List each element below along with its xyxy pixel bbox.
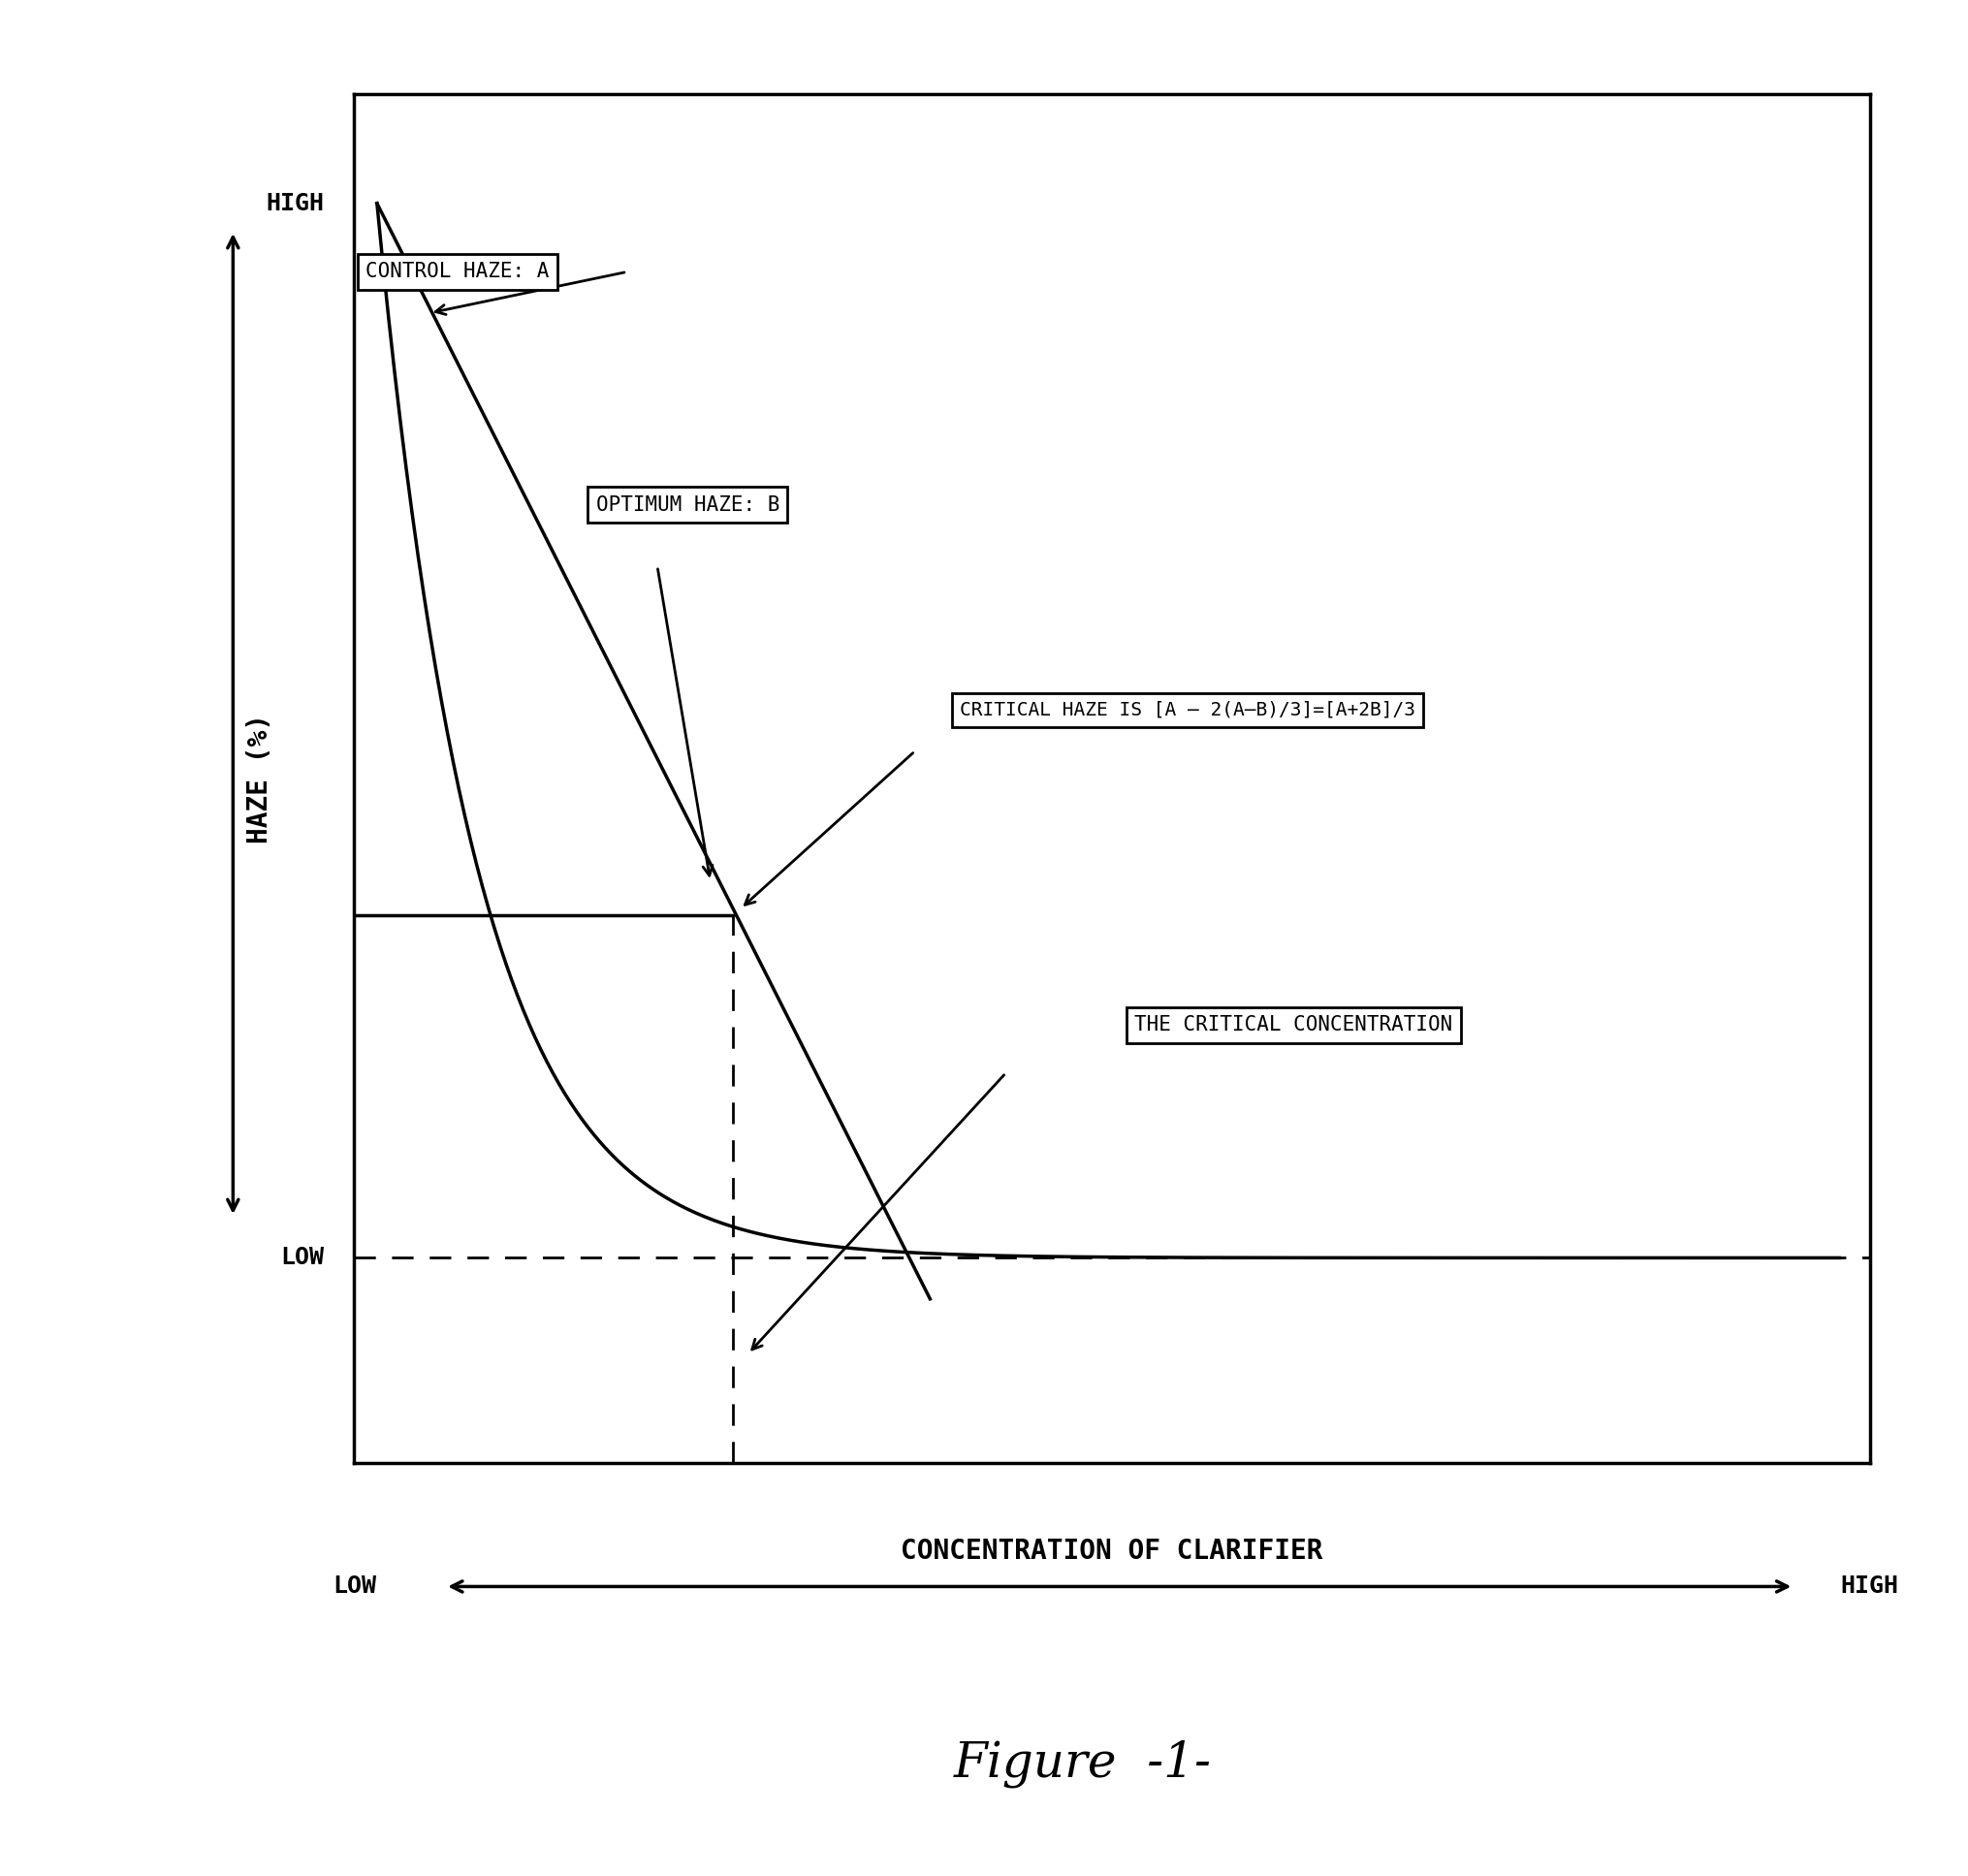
X-axis label: CONCENTRATION OF CLARIFIER: CONCENTRATION OF CLARIFIER [901,1536,1322,1565]
Text: CONTROL HAZE: A: CONTROL HAZE: A [366,263,549,281]
Text: OPTIMUM HAZE: B: OPTIMUM HAZE: B [596,495,779,514]
Text: LOW: LOW [279,1246,325,1270]
Y-axis label: HAZE (%): HAZE (%) [246,713,274,844]
Text: CRITICAL HAZE IS [A – 2(A–B)/3]=[A+2B]/3: CRITICAL HAZE IS [A – 2(A–B)/3]=[A+2B]/3 [960,702,1415,719]
Text: HIGH: HIGH [266,191,325,216]
Text: HIGH: HIGH [1840,1574,1899,1598]
Text: LOW: LOW [333,1574,376,1598]
Text: Figure  -1-: Figure -1- [954,1739,1210,1788]
Text: THE CRITICAL CONCENTRATION: THE CRITICAL CONCENTRATION [1136,1015,1452,1036]
